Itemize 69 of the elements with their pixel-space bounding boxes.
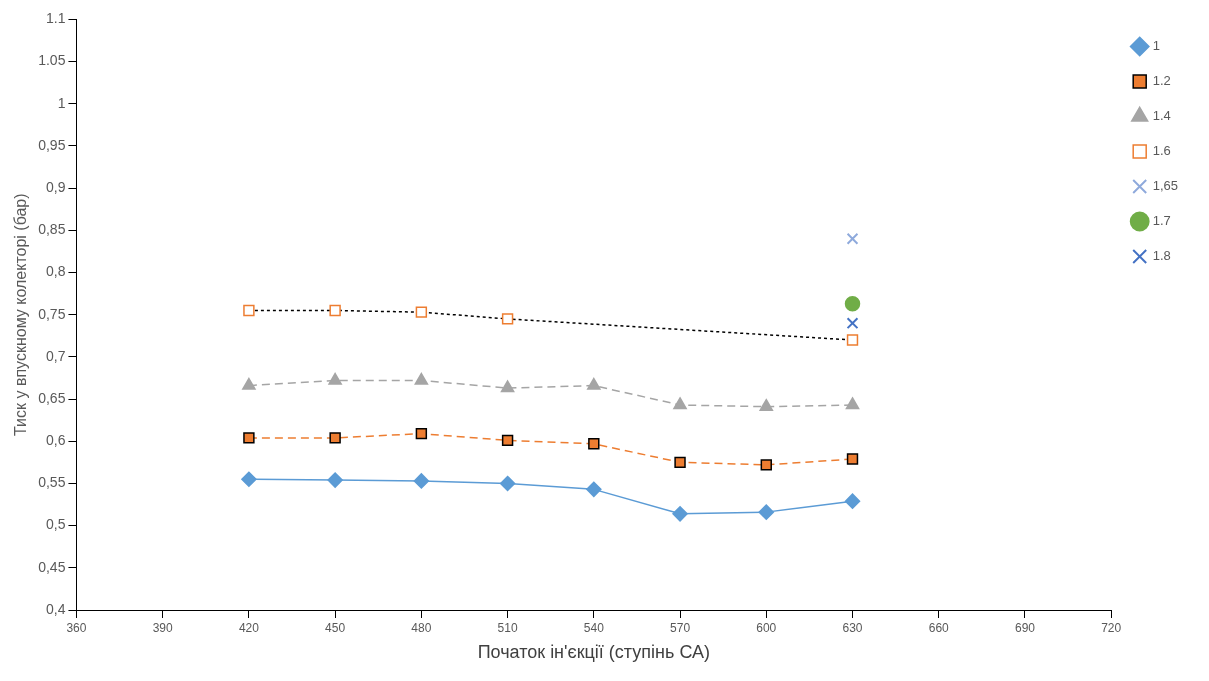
x-tick-label: 720 (1101, 620, 1122, 635)
x-tick-label: 390 (152, 620, 174, 635)
point (674, 456, 686, 469)
x-tick-label: 360 (66, 620, 87, 635)
point (415, 427, 428, 440)
point (329, 304, 341, 317)
point (329, 432, 341, 444)
point (845, 397, 860, 410)
legend-label: 1.7 (1152, 213, 1171, 229)
x-tick-label: 540 (583, 620, 605, 635)
x-tick-label: 480 (411, 620, 432, 635)
point (501, 313, 514, 325)
legend-label: 1.6 (1152, 143, 1171, 159)
y-tick-label: 0,45 (38, 558, 66, 575)
point (242, 377, 256, 390)
point (499, 475, 516, 492)
point (760, 459, 772, 471)
point (588, 438, 600, 450)
y-tick-label: 0,75 (38, 305, 66, 322)
y-tick-label: 0,85 (38, 221, 66, 238)
point (328, 372, 342, 385)
point (243, 304, 255, 317)
point (413, 473, 430, 489)
point (759, 398, 774, 411)
y-tick-label: 0,4 (45, 600, 66, 617)
legend-label: 1,65 (1152, 178, 1179, 194)
y-tick-label: 0,5 (45, 516, 66, 533)
x-tick-label: 510 (497, 620, 518, 635)
x-tick-label: 600 (756, 620, 777, 635)
point (414, 372, 429, 385)
point (586, 481, 602, 498)
y-tick-label: 0,65 (38, 389, 66, 406)
legend-label: 1.2 (1152, 73, 1171, 89)
point (415, 306, 428, 318)
point (844, 493, 861, 509)
point (587, 377, 601, 390)
point (846, 232, 859, 245)
point (846, 334, 859, 346)
legend-label: 1.8 (1152, 248, 1171, 264)
y-tick-label: 0,8 (45, 263, 66, 280)
y-tick-label: 0,6 (45, 432, 66, 449)
point (846, 317, 859, 330)
point (673, 397, 687, 410)
point (672, 506, 688, 522)
x-tick-label: 690 (1014, 620, 1036, 635)
point (758, 504, 775, 520)
legend-label: 1.4 (1152, 108, 1171, 124)
y-tick-label: 1.1 (45, 10, 66, 27)
x-tick-label: 630 (842, 620, 863, 635)
point (846, 453, 859, 465)
y-tick-label: 1 (57, 94, 66, 111)
point (241, 471, 257, 487)
y-tick-label: 1.05 (38, 52, 66, 69)
x-tick-label: 660 (928, 620, 950, 635)
legend-label: 1 (1152, 38, 1160, 54)
y-tick-label: 0,7 (45, 347, 66, 364)
y-tick-label: 0,9 (45, 179, 66, 195)
point (844, 295, 861, 312)
y-tick-label: 0,55 (38, 474, 66, 491)
point (327, 472, 343, 488)
point (243, 432, 255, 444)
x-axis-title: Початок ін'єкції (ступінь СА) (477, 642, 710, 663)
point (501, 434, 514, 447)
y-axis-title: Тиск у впускному колекторі (бар) (12, 193, 30, 436)
point (500, 380, 515, 393)
x-tick-label: 450 (325, 620, 346, 635)
x-tick-label: 570 (670, 620, 691, 635)
x-tick-label: 420 (238, 620, 260, 635)
y-tick-label: 0,95 (38, 136, 66, 153)
